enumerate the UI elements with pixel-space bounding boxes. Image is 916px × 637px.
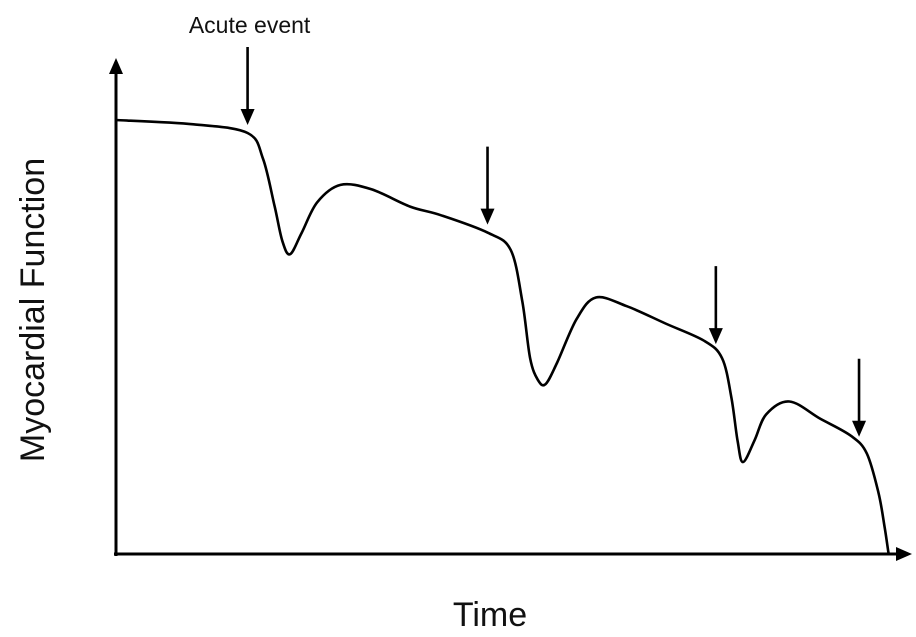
x-axis-arrowhead — [896, 547, 912, 561]
event-arrow-head — [852, 420, 867, 437]
event-arrow-head — [240, 108, 255, 125]
x-axis-label: Time — [453, 596, 527, 634]
event-markers: Acute event — [189, 12, 867, 437]
acute-event-label: Acute event — [189, 12, 311, 38]
event-arrow-head — [708, 328, 723, 345]
event-arrow-head — [480, 208, 495, 225]
myocardial-function-curve — [114, 118, 890, 555]
y-axis-label: Myocardial Function — [14, 158, 52, 462]
y-axis-arrowhead — [109, 58, 123, 74]
